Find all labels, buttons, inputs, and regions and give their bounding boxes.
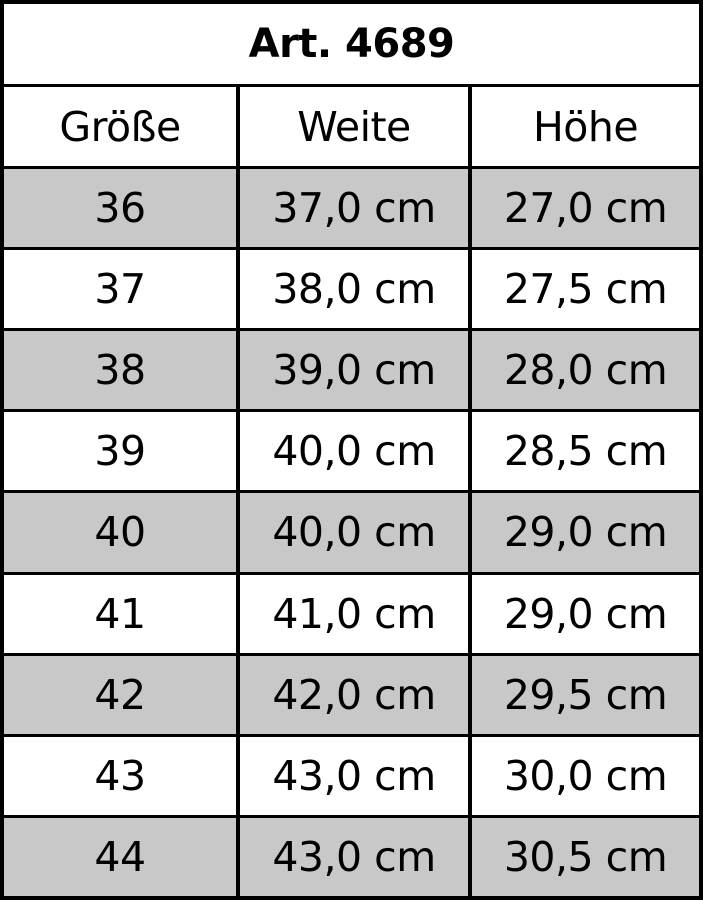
height-cell: 30,0 cm — [468, 733, 699, 815]
width-cell: 38,0 cm — [236, 247, 468, 329]
table-title: Art. 4689 — [248, 21, 455, 67]
height-cell: 27,5 cm — [468, 247, 699, 329]
height-cell: 27,0 cm — [468, 166, 699, 248]
width-cell: 37,0 cm — [236, 166, 468, 248]
size-cell: 43 — [4, 733, 236, 815]
size-cell: 38 — [4, 328, 236, 410]
size-cell: 41 — [4, 571, 236, 653]
height-cell: 28,0 cm — [468, 328, 699, 410]
width-cell: 39,0 cm — [236, 328, 468, 410]
width-cell: 40,0 cm — [236, 490, 468, 572]
width-cell: 41,0 cm — [236, 571, 468, 653]
size-cell: 42 — [4, 652, 236, 734]
size-cell: 40 — [4, 490, 236, 572]
width-cell: 40,0 cm — [236, 409, 468, 491]
height-cell: 29,0 cm — [468, 571, 699, 653]
size-cell: 36 — [4, 166, 236, 248]
size-cell: 39 — [4, 409, 236, 490]
size-cell: 44 — [4, 814, 236, 896]
height-cell: 29,5 cm — [468, 652, 699, 734]
width-cell: 43,0 cm — [236, 814, 468, 896]
height-cell: 29,0 cm — [468, 490, 699, 572]
width-cell: 43,0 cm — [236, 733, 468, 815]
header-size: Größe — [4, 84, 236, 166]
header-height: Höhe — [468, 84, 699, 166]
header-width: Weite — [236, 84, 468, 166]
width-cell: 42,0 cm — [236, 652, 468, 734]
height-cell: 28,5 cm — [468, 409, 699, 491]
height-cell: 30,5 cm — [468, 814, 699, 896]
size-cell: 37 — [4, 247, 236, 328]
